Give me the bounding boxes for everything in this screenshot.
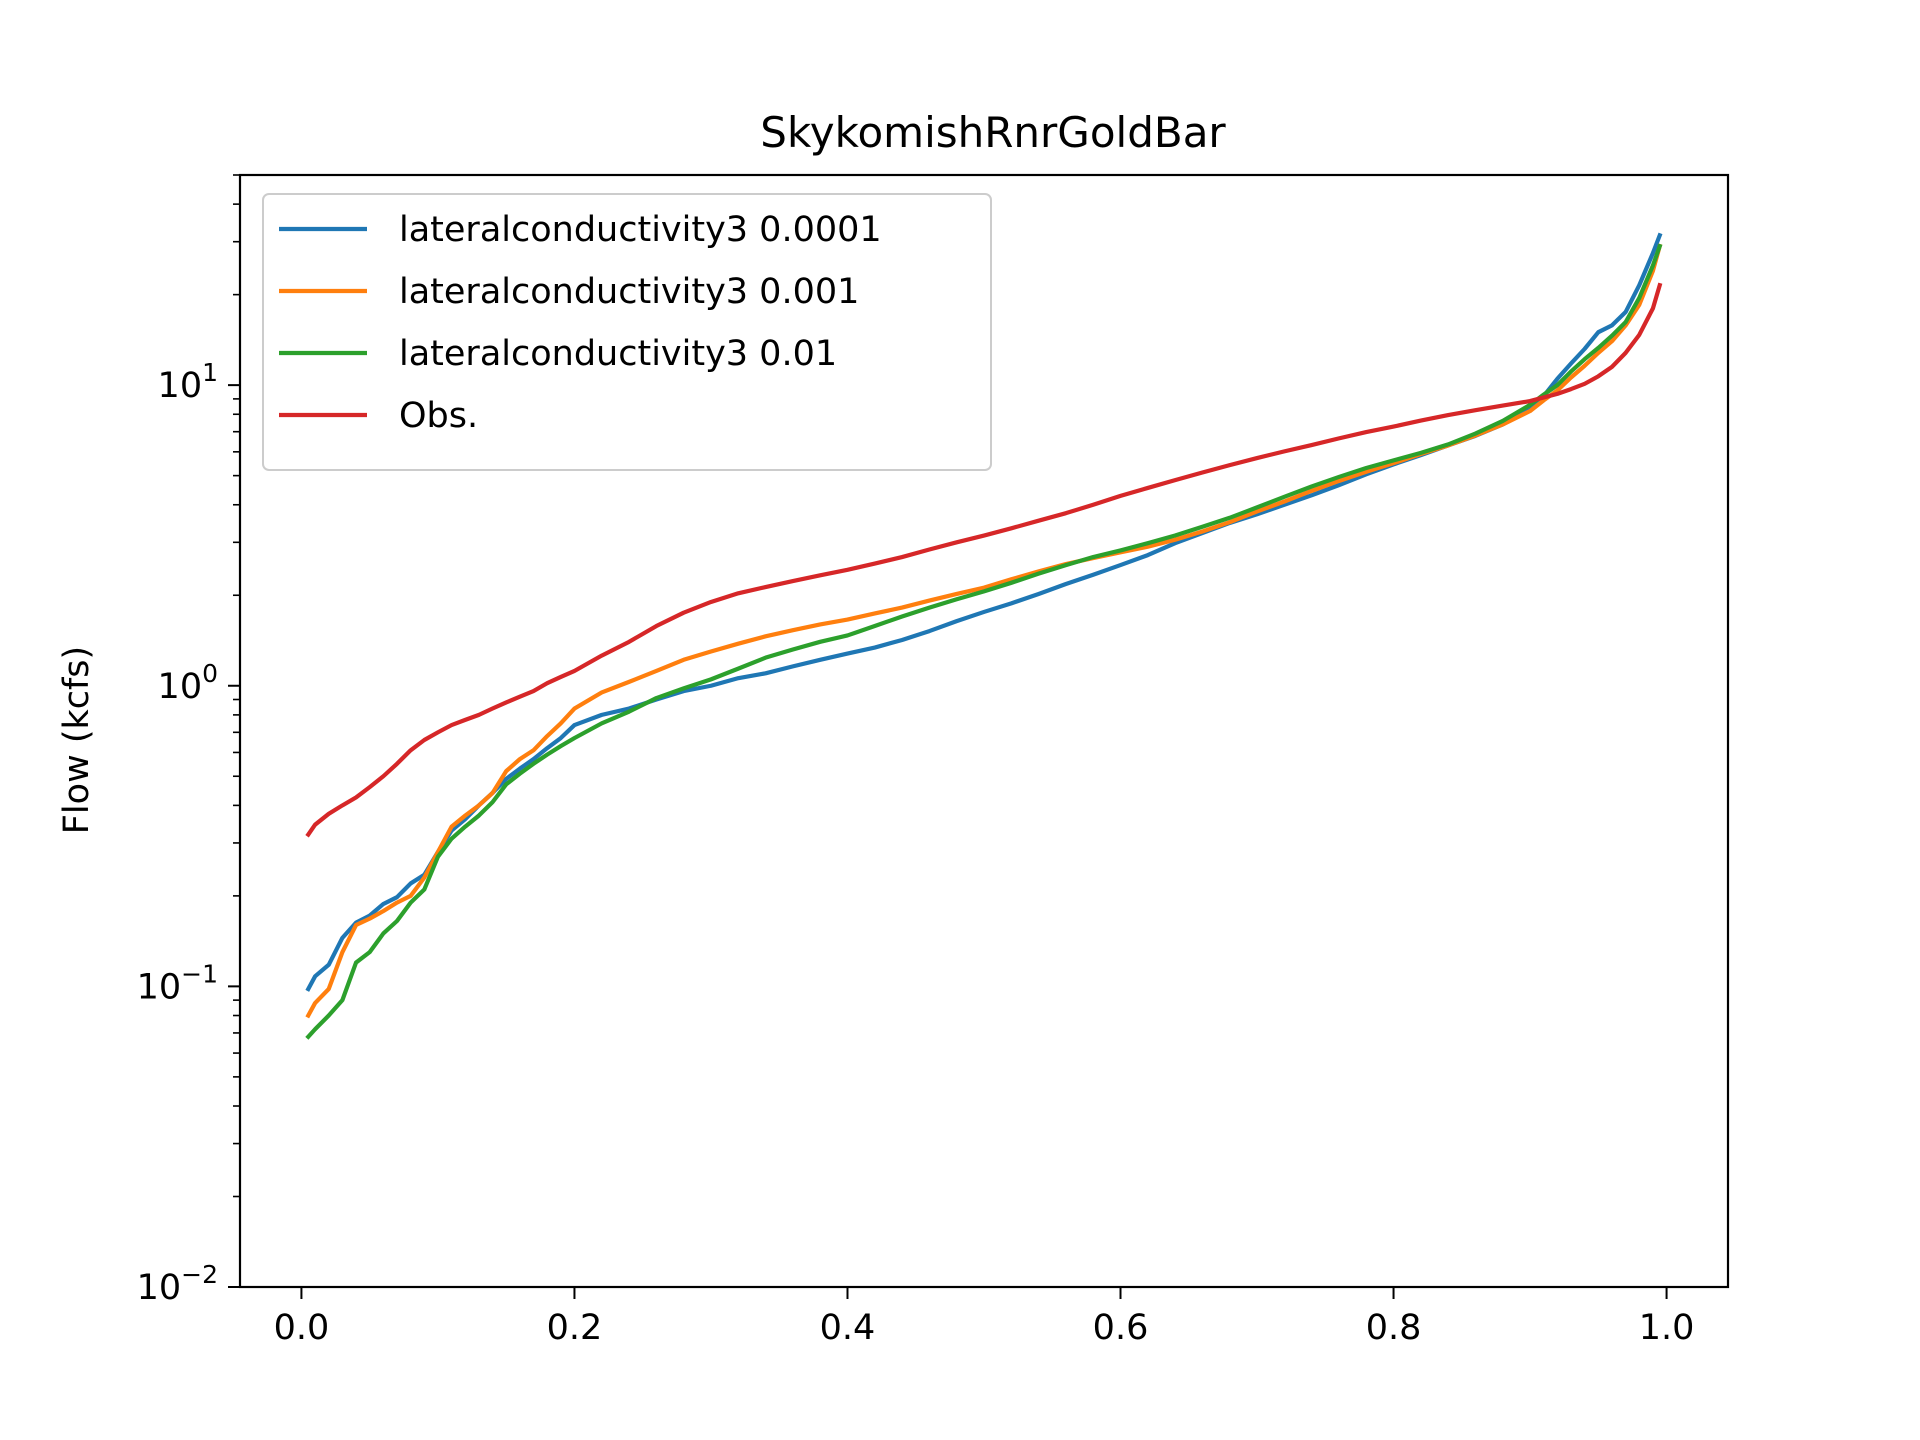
x-tick-label-3: 0.6 <box>1093 1308 1149 1348</box>
y-tick-label-1: 10−1 <box>137 959 218 1007</box>
legend-box <box>262 193 992 471</box>
y-tick-label-0: 10−2 <box>137 1260 218 1308</box>
x-tick-label-2: 0.4 <box>820 1308 876 1348</box>
y-axis: 10−2 10−1 100 101 <box>137 174 240 1308</box>
plot-area <box>238 173 1730 1289</box>
x-tick-label-4: 0.8 <box>1366 1308 1422 1348</box>
x-tick-label-1: 0.2 <box>547 1308 603 1348</box>
legend: lateralconductivity3 0.0001 lateralconduc… <box>262 193 992 471</box>
series-line-2 <box>305 243 1663 1040</box>
chart-title: SkykomishRnrGoldBar <box>760 108 1226 157</box>
legend-label-2: lateralconductivity3 0.01 <box>399 334 837 374</box>
x-tick-label-5: 1.0 <box>1639 1308 1695 1348</box>
series-line-1 <box>305 243 1663 1019</box>
plot-frame <box>238 173 1730 1289</box>
y-tick-label-3: 101 <box>158 358 218 406</box>
legend-label-1: lateralconductivity3 0.001 <box>399 272 859 312</box>
x-tick-label-0: 0.0 <box>274 1308 330 1348</box>
legend-label-3: Obs. <box>399 396 478 436</box>
x-axis: 0.0 0.2 0.4 0.6 0.8 1.0 <box>274 1287 1695 1348</box>
y-tick-label-2: 100 <box>158 659 218 707</box>
series-line-3 <box>305 282 1663 838</box>
y-axis-label: Flow (kcfs) <box>57 646 97 834</box>
series-layer <box>305 232 1663 1040</box>
legend-label-0: lateralconductivity3 0.0001 <box>399 210 882 250</box>
